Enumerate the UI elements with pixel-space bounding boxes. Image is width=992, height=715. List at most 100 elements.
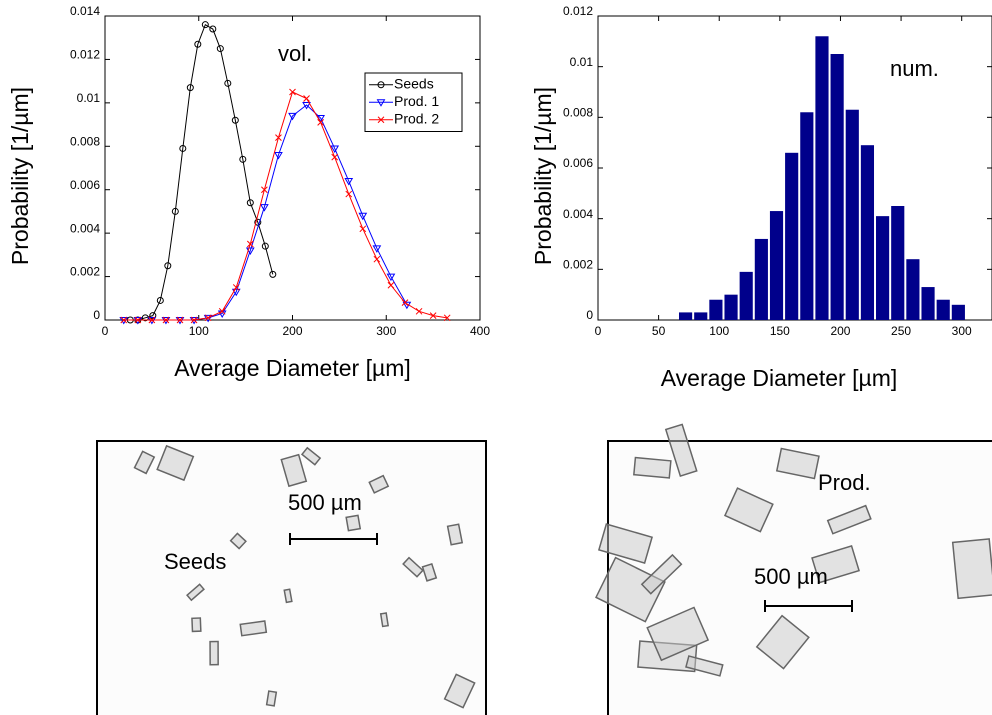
crystal <box>664 423 698 477</box>
marker <box>246 199 254 207</box>
legend-label: Prod. 1 <box>394 93 439 109</box>
crystal <box>229 532 247 550</box>
marker <box>261 242 269 250</box>
crystal <box>633 456 672 479</box>
annotation: vol. <box>278 41 312 66</box>
marker <box>377 116 385 124</box>
marker <box>269 270 277 278</box>
bar <box>754 238 768 320</box>
micrograph <box>96 440 487 715</box>
crystal <box>209 640 219 666</box>
marker <box>275 134 282 141</box>
crystal <box>443 673 476 709</box>
marker <box>358 212 368 221</box>
marker <box>190 316 198 324</box>
marker <box>443 314 451 322</box>
x-tick-label: 100 <box>189 324 209 338</box>
y-axis-label: Probability [1/µm] <box>530 87 556 265</box>
bar <box>906 259 920 320</box>
marker <box>302 102 311 110</box>
marker <box>345 190 353 198</box>
y-tick-label: 0.006 <box>563 156 593 170</box>
marker <box>373 255 381 263</box>
marker <box>120 316 128 324</box>
scale-bar <box>289 533 378 545</box>
marker <box>376 99 386 107</box>
bar <box>936 299 950 320</box>
scale-bar-label: 500 µm <box>754 564 828 589</box>
bar <box>845 109 859 320</box>
marker <box>303 95 310 102</box>
x-tick-label: 250 <box>891 324 911 338</box>
crystal <box>597 523 653 564</box>
marker <box>372 245 382 253</box>
marker <box>274 151 283 160</box>
marker <box>224 79 232 87</box>
crystal <box>402 556 424 578</box>
crystal <box>595 556 666 623</box>
marker <box>209 25 217 33</box>
x-tick-label: 0 <box>102 324 109 338</box>
crystal <box>646 606 710 662</box>
bar <box>876 216 890 320</box>
image-label: Seeds <box>164 549 226 574</box>
y-tick-label: 0.008 <box>70 134 100 148</box>
marker <box>387 281 395 289</box>
y-tick-label: 0.008 <box>563 106 593 120</box>
crystal <box>755 614 810 670</box>
crystal <box>379 612 390 628</box>
image-label: Prod. <box>818 470 871 495</box>
bar <box>891 206 905 320</box>
y-tick-label: 0.012 <box>70 48 100 62</box>
marker <box>156 296 164 304</box>
marker <box>246 240 254 248</box>
y-tick-label: 0.002 <box>70 265 100 279</box>
marker <box>239 155 247 163</box>
marker <box>231 116 239 124</box>
crystal <box>133 450 156 475</box>
x-tick-label: 100 <box>709 324 729 338</box>
marker <box>134 316 142 324</box>
crystal <box>191 617 202 633</box>
bar <box>951 304 965 320</box>
marker <box>401 299 409 306</box>
crystal <box>283 588 293 604</box>
bar <box>709 299 723 320</box>
bar <box>769 211 784 320</box>
marker <box>201 21 209 29</box>
bar <box>860 145 875 320</box>
crystal <box>186 583 205 602</box>
crystal <box>280 453 308 488</box>
crystal <box>951 538 992 600</box>
marker <box>386 273 396 282</box>
x-tick-label: 200 <box>282 324 302 338</box>
x-axis-label: Average Diameter [µm] <box>174 355 411 381</box>
y-tick-label: 0 <box>93 308 100 322</box>
marker <box>415 307 423 315</box>
x-tick-label: 50 <box>652 324 666 338</box>
y-tick-label: 0.01 <box>77 91 101 105</box>
marker <box>330 145 340 153</box>
bar <box>785 152 799 320</box>
crystal <box>156 444 195 482</box>
marker <box>377 81 385 89</box>
marker <box>218 307 226 315</box>
y-tick-label: 0.002 <box>563 258 593 272</box>
crystal <box>265 690 278 707</box>
crystal <box>421 562 438 582</box>
bar <box>830 54 844 320</box>
bar <box>921 287 935 320</box>
marker <box>344 178 354 186</box>
marker <box>288 112 297 121</box>
marker <box>176 316 184 324</box>
crystal <box>300 446 322 466</box>
crystal <box>368 474 390 494</box>
y-tick-label: 0.004 <box>563 207 593 221</box>
micrograph <box>595 423 992 715</box>
marker <box>261 186 268 194</box>
crystal <box>239 620 268 637</box>
marker <box>289 88 296 96</box>
marker <box>429 312 437 320</box>
x-tick-label: 150 <box>770 324 790 338</box>
